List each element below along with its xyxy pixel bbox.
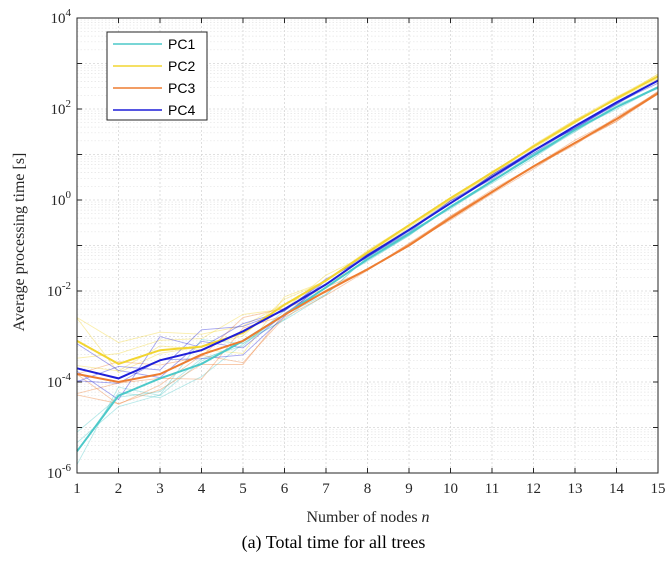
legend-label-pc3: PC3 xyxy=(168,80,195,96)
x-tick-label: 2 xyxy=(115,481,123,497)
y-tick-label: 100 xyxy=(51,189,72,209)
y-tick-label: 10-2 xyxy=(47,280,71,300)
legend: PC1 PC2 PC3 PC4 xyxy=(106,31,208,121)
y-tick-label: 10-4 xyxy=(47,371,72,391)
x-tick-label: 10 xyxy=(443,481,458,497)
legend-box xyxy=(106,31,208,121)
legend-label-pc4: PC4 xyxy=(168,102,195,118)
x-tick-label: 4 xyxy=(198,481,206,497)
x-axis-label: Number of nodes n xyxy=(306,509,429,526)
chart: 1 2 3 4 5 6 7 8 9 10 11 12 13 14 15 10-610-410-2100102… xyxy=(11,7,666,526)
series-line-pc3 xyxy=(76,92,659,384)
x-tick-label: 8 xyxy=(364,481,372,497)
run-line-pc4 xyxy=(76,80,659,401)
run-line-pc2 xyxy=(76,78,659,372)
x-tick-label: 9 xyxy=(405,481,413,497)
figure-caption: (a) Total time for all trees xyxy=(241,532,426,552)
legend-label-pc1: PC1 xyxy=(168,36,195,52)
x-tick-label: 3 xyxy=(156,481,164,497)
x-tick-labels: 1 2 3 4 5 6 7 8 9 10 11 12 13 14 15 xyxy=(73,481,665,497)
y-tick-label: 104 xyxy=(51,7,72,27)
x-axis-label-text: Number of nodes xyxy=(306,509,421,526)
series-line-pc4 xyxy=(76,79,659,380)
y-tick-label: 10-6 xyxy=(47,462,72,482)
x-tick-label: 1 xyxy=(73,481,81,497)
series-line-pc2 xyxy=(76,75,659,365)
x-tick-label: 6 xyxy=(281,481,289,497)
x-tick-label: 13 xyxy=(568,481,583,497)
run-line-pc1 xyxy=(76,88,659,444)
x-axis-label-variable: n xyxy=(422,509,430,526)
x-tick-label: 12 xyxy=(526,481,541,497)
x-tick-label: 15 xyxy=(651,481,666,497)
series-line-pc1 xyxy=(76,86,659,452)
legend-label-pc2: PC2 xyxy=(168,58,195,74)
axis-ticks xyxy=(76,17,659,474)
x-tick-label: 7 xyxy=(322,481,330,497)
x-tick-label: 14 xyxy=(609,481,625,497)
x-tick-label: 5 xyxy=(239,481,247,497)
y-tick-label: 102 xyxy=(51,98,72,118)
x-tick-label: 11 xyxy=(485,481,499,497)
run-line-pc2 xyxy=(76,77,659,359)
y-tick-labels: 10-6 10-4 10-2 100 102 104 xyxy=(47,7,72,482)
series-lines xyxy=(76,75,659,452)
y-axis-label: Average processing time [s] xyxy=(11,153,28,332)
